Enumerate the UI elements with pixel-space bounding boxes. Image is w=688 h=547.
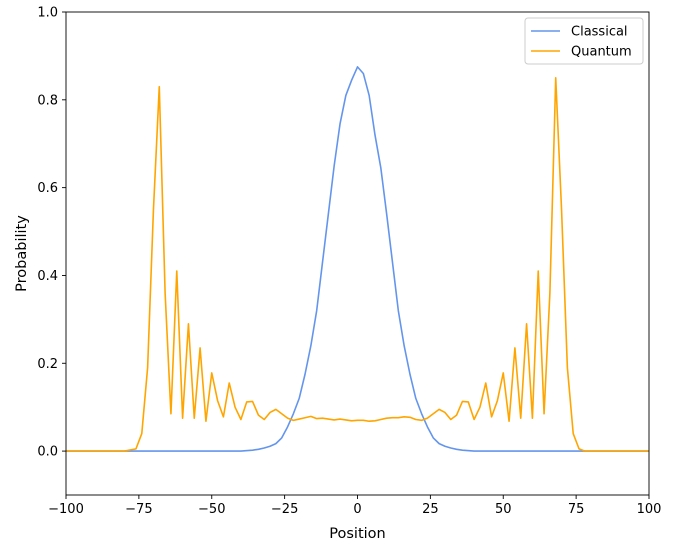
y-axis-label: Probability xyxy=(14,215,30,292)
x-tick-label: −100 xyxy=(48,502,84,517)
x-axis-label: Position xyxy=(329,526,385,542)
legend-box xyxy=(524,17,644,65)
plot-frame xyxy=(65,11,650,496)
x-tick-label: −25 xyxy=(271,502,298,517)
y-tick-label: 0.6 xyxy=(37,181,58,196)
y-tick-label: 0.4 xyxy=(37,269,58,284)
x-tick-label: −50 xyxy=(198,502,225,517)
series-layer xyxy=(66,66,649,452)
legend-label-quantum: Quantum xyxy=(571,45,632,60)
y-tick-label: 0.2 xyxy=(37,357,58,372)
x-tick-label: 75 xyxy=(568,502,585,517)
y-tick-label: 0.0 xyxy=(37,445,58,460)
y-tick-label: 0.8 xyxy=(37,93,58,108)
x-tick-label: 25 xyxy=(422,502,439,517)
x-tick-label: 50 xyxy=(495,502,512,517)
x-tick-label: 0 xyxy=(353,502,361,517)
x-tick-label: 100 xyxy=(637,502,662,517)
ticks-layer: −100 −75 −50 −25 0 25 50 75 100 0.0 0.2 0.4 0.6 0.8 1.… xyxy=(37,6,661,518)
series-line-quantum xyxy=(66,77,649,452)
x-tick-label: −75 xyxy=(125,502,152,517)
series-line-classical xyxy=(66,66,649,452)
legend: Classical Quantum xyxy=(524,17,644,65)
y-tick-label: 1.0 xyxy=(37,6,58,21)
legend-label-classical: Classical xyxy=(571,25,628,40)
